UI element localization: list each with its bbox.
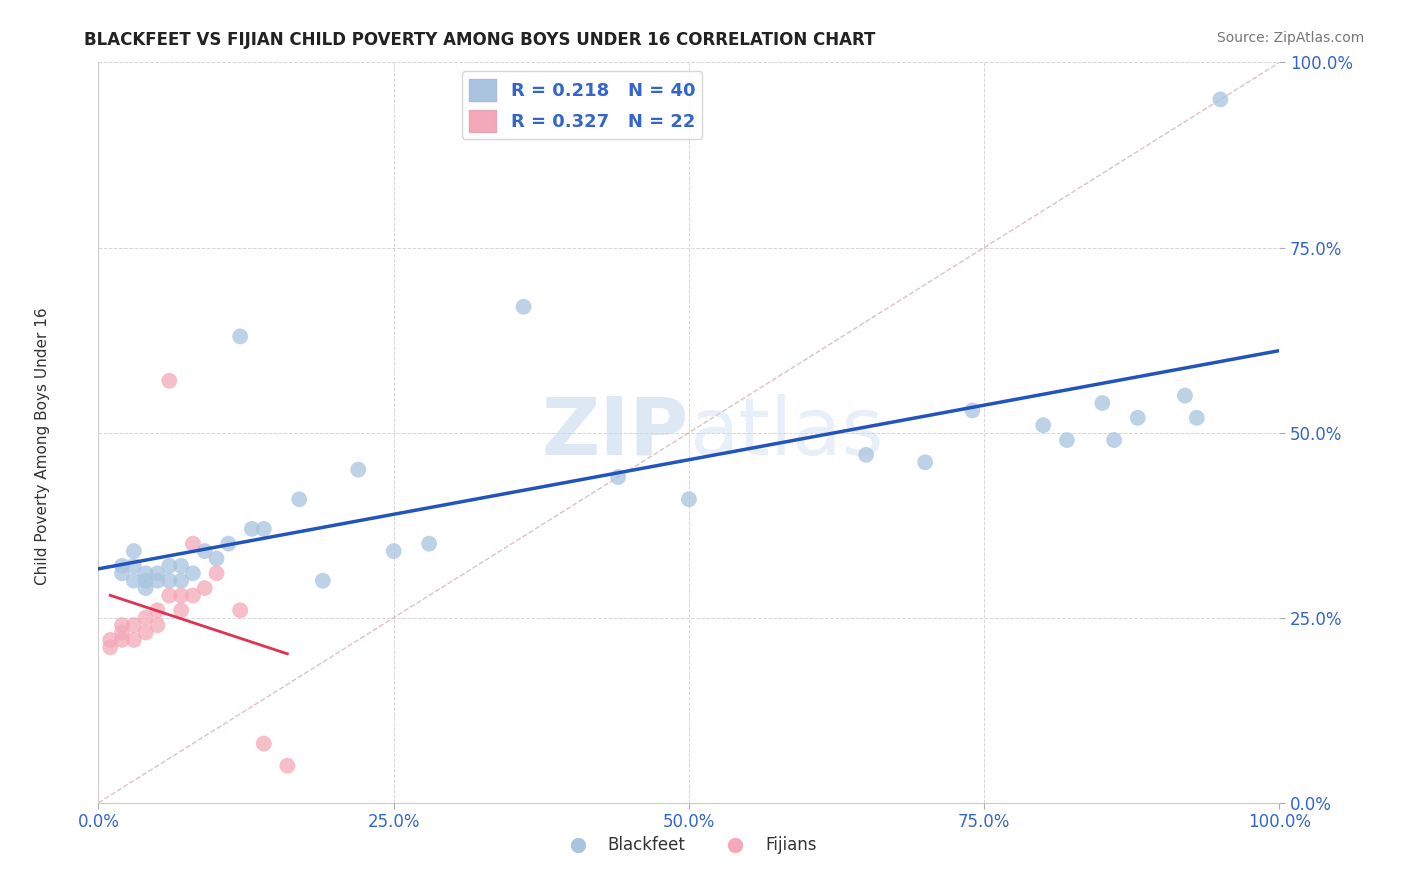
Point	[146, 574, 169, 588]
Point	[678, 492, 700, 507]
Point	[914, 455, 936, 469]
Point	[962, 403, 984, 417]
Point	[253, 522, 276, 536]
Point	[111, 618, 134, 632]
Point	[276, 758, 298, 772]
Point	[205, 551, 228, 566]
Point	[194, 544, 217, 558]
Point	[122, 558, 145, 573]
Point	[135, 574, 157, 588]
Point	[229, 603, 252, 617]
Point	[135, 581, 157, 595]
Point	[122, 632, 145, 647]
Point	[111, 566, 134, 581]
Point	[1032, 418, 1054, 433]
Point	[122, 574, 145, 588]
Point	[1102, 433, 1125, 447]
Point	[1091, 396, 1114, 410]
Point	[170, 589, 193, 603]
Legend: Blackfeet, Fijians: Blackfeet, Fijians	[554, 830, 824, 861]
Point	[1174, 388, 1197, 402]
Point	[512, 300, 534, 314]
Point	[418, 536, 440, 550]
Point	[181, 566, 204, 581]
Point	[855, 448, 877, 462]
Point	[205, 566, 228, 581]
Point	[146, 603, 169, 617]
Point	[146, 618, 169, 632]
Point	[111, 632, 134, 647]
Point	[312, 574, 335, 588]
Point	[122, 544, 145, 558]
Point	[122, 618, 145, 632]
Point	[135, 610, 157, 624]
Text: ZIP: ZIP	[541, 393, 689, 472]
Point	[146, 566, 169, 581]
Point	[98, 632, 121, 647]
Text: Source: ZipAtlas.com: Source: ZipAtlas.com	[1216, 31, 1364, 45]
Point	[170, 558, 193, 573]
Point	[288, 492, 311, 507]
Point	[181, 589, 204, 603]
Point	[111, 625, 134, 640]
Point	[157, 589, 180, 603]
Text: Child Poverty Among Boys Under 16: Child Poverty Among Boys Under 16	[35, 307, 49, 585]
Point	[111, 558, 134, 573]
Point	[157, 374, 180, 388]
Point	[157, 558, 180, 573]
Text: atlas: atlas	[689, 393, 883, 472]
Point	[1126, 410, 1149, 425]
Point	[382, 544, 405, 558]
Point	[240, 522, 263, 536]
Text: BLACKFEET VS FIJIAN CHILD POVERTY AMONG BOYS UNDER 16 CORRELATION CHART: BLACKFEET VS FIJIAN CHILD POVERTY AMONG …	[84, 31, 876, 49]
Point	[157, 574, 180, 588]
Point	[170, 574, 193, 588]
Point	[217, 536, 239, 550]
Point	[181, 536, 204, 550]
Point	[1209, 92, 1232, 106]
Point	[170, 603, 193, 617]
Point	[98, 640, 121, 655]
Point	[229, 329, 252, 343]
Point	[1185, 410, 1208, 425]
Point	[1056, 433, 1078, 447]
Point	[253, 737, 276, 751]
Point	[194, 581, 217, 595]
Point	[347, 462, 370, 476]
Point	[135, 566, 157, 581]
Point	[135, 625, 157, 640]
Point	[607, 470, 630, 484]
